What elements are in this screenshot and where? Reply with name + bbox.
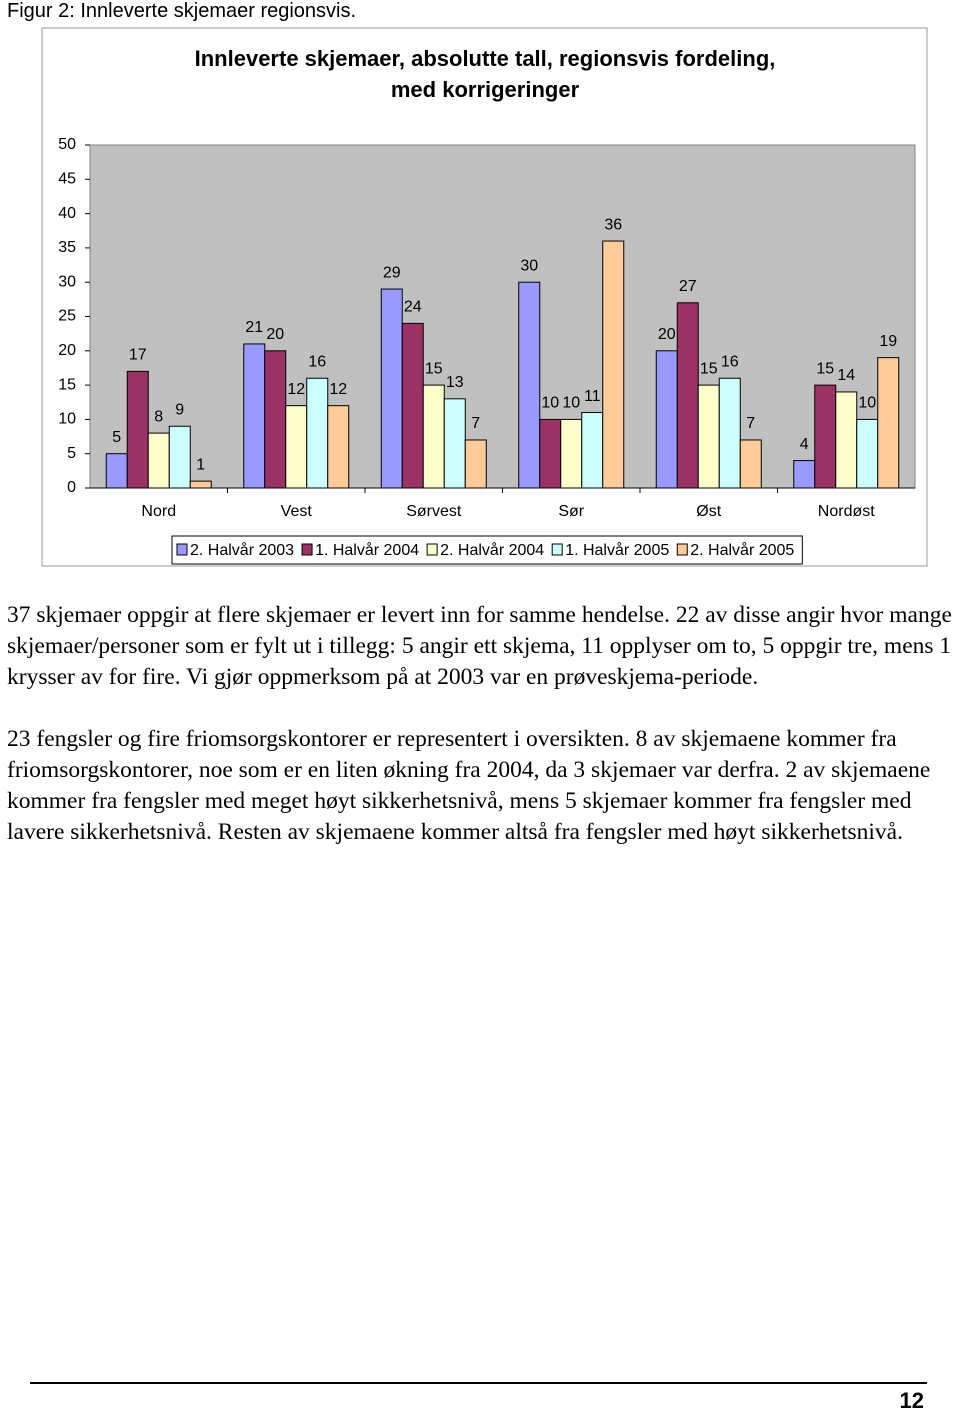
value-label: 20 — [658, 326, 676, 343]
bar — [147, 432, 170, 489]
y-tick-label: 5 — [67, 445, 76, 462]
bar — [105, 453, 128, 489]
x-tick-label: Nordøst — [818, 503, 875, 520]
x-tick-label: Nord — [141, 503, 176, 520]
value-label: 15 — [700, 360, 718, 377]
bar — [126, 370, 149, 489]
value-label: 19 — [879, 333, 897, 350]
value-label: 10 — [858, 395, 876, 412]
bar — [697, 384, 720, 489]
value-label: 36 — [604, 216, 622, 233]
legend-swatch — [551, 543, 563, 556]
value-label: 29 — [383, 264, 401, 281]
value-label: 1 — [196, 456, 205, 473]
bar — [189, 480, 212, 489]
bar — [655, 350, 678, 489]
bar — [422, 384, 445, 489]
bar — [464, 439, 487, 489]
figure-caption: Figur 2: Innleverte skjemaer regionsvis. — [7, 0, 357, 22]
legend-swatch — [301, 543, 313, 556]
legend-swatch — [426, 543, 438, 556]
value-label: 30 — [520, 257, 538, 274]
x-tick-label: Øst — [696, 503, 721, 520]
bar — [327, 405, 350, 489]
y-tick-label: 45 — [58, 171, 76, 188]
value-label: 24 — [404, 299, 422, 316]
y-tick-label: 50 — [58, 136, 76, 153]
value-label: 13 — [446, 374, 464, 391]
value-label: 14 — [837, 367, 855, 384]
value-label: 10 — [541, 395, 559, 412]
paragraph: 37 skjemaer oppgir at flere skjemaer er … — [7, 602, 952, 690]
chart: Innleverte skjemaer, absolutte tall, reg… — [41, 27, 928, 567]
y-tick-label: 0 — [67, 479, 76, 496]
y-tick-label: 25 — [58, 308, 76, 325]
bar — [168, 425, 191, 489]
x-tick-label: Sør — [558, 503, 584, 520]
bar — [739, 439, 762, 489]
bar — [285, 405, 308, 489]
value-label: 16 — [308, 353, 326, 370]
y-tick-label: 10 — [58, 411, 76, 428]
legend-label: 1. Halvår 2005 — [565, 541, 669, 559]
bar — [718, 377, 741, 489]
value-label: 17 — [129, 347, 147, 364]
bar — [581, 412, 604, 489]
bar — [676, 302, 699, 489]
x-tick-label: Sørvest — [406, 503, 462, 520]
bar — [443, 398, 466, 489]
bar — [380, 288, 403, 489]
value-label: 9 — [175, 401, 184, 418]
bar — [793, 460, 816, 489]
bar — [814, 384, 837, 489]
legend-label: 2. Halvår 2003 — [190, 541, 294, 559]
value-label: 16 — [721, 353, 739, 370]
footer-rule — [30, 1382, 927, 1384]
plot-area — [89, 144, 916, 489]
bar — [243, 343, 266, 489]
y-tick-label: 20 — [58, 342, 76, 359]
page-number: 12 — [899, 1388, 924, 1413]
bar — [264, 350, 287, 489]
x-tick-label: Vest — [281, 503, 313, 520]
paragraph: 23 fengsler og fire friomsorgskontorer e… — [7, 726, 931, 845]
bar — [835, 391, 858, 489]
bar — [602, 240, 625, 489]
value-label: 15 — [425, 360, 443, 377]
chart-title: Innleverte skjemaer, absolutte tall, reg… — [195, 46, 776, 71]
value-label: 27 — [679, 278, 697, 295]
bar — [856, 418, 879, 489]
value-label: 12 — [287, 381, 305, 398]
bar — [306, 377, 329, 489]
value-label: 20 — [266, 326, 284, 343]
value-label: 11 — [584, 388, 601, 405]
legend-swatch — [176, 543, 188, 556]
y-tick-label: 30 — [58, 273, 76, 290]
value-label: 15 — [816, 360, 834, 377]
value-label: 5 — [112, 429, 121, 446]
value-label: 8 — [154, 408, 163, 425]
body-text: 37 skjemaer oppgir at flere skjemaer er … — [7, 600, 959, 879]
value-label: 12 — [329, 381, 347, 398]
chart-title: med korrigeringer — [391, 77, 580, 102]
value-label: 21 — [245, 319, 263, 336]
bar — [518, 281, 541, 489]
bar — [560, 418, 583, 489]
y-tick-label: 40 — [58, 205, 76, 222]
y-tick-label: 15 — [58, 376, 76, 393]
bar — [877, 357, 900, 489]
legend — [171, 535, 803, 565]
value-label: 7 — [471, 415, 480, 432]
y-tick-label: 35 — [58, 239, 76, 256]
legend-label: 2. Halvår 2005 — [690, 541, 794, 559]
legend-swatch — [676, 543, 688, 556]
value-label: 7 — [746, 415, 755, 432]
bar — [539, 418, 562, 489]
legend-label: 2. Halvår 2004 — [440, 541, 544, 559]
value-label: 4 — [800, 436, 809, 453]
legend-label: 1. Halvår 2004 — [315, 541, 419, 559]
value-label: 10 — [562, 395, 580, 412]
bar — [401, 322, 424, 489]
